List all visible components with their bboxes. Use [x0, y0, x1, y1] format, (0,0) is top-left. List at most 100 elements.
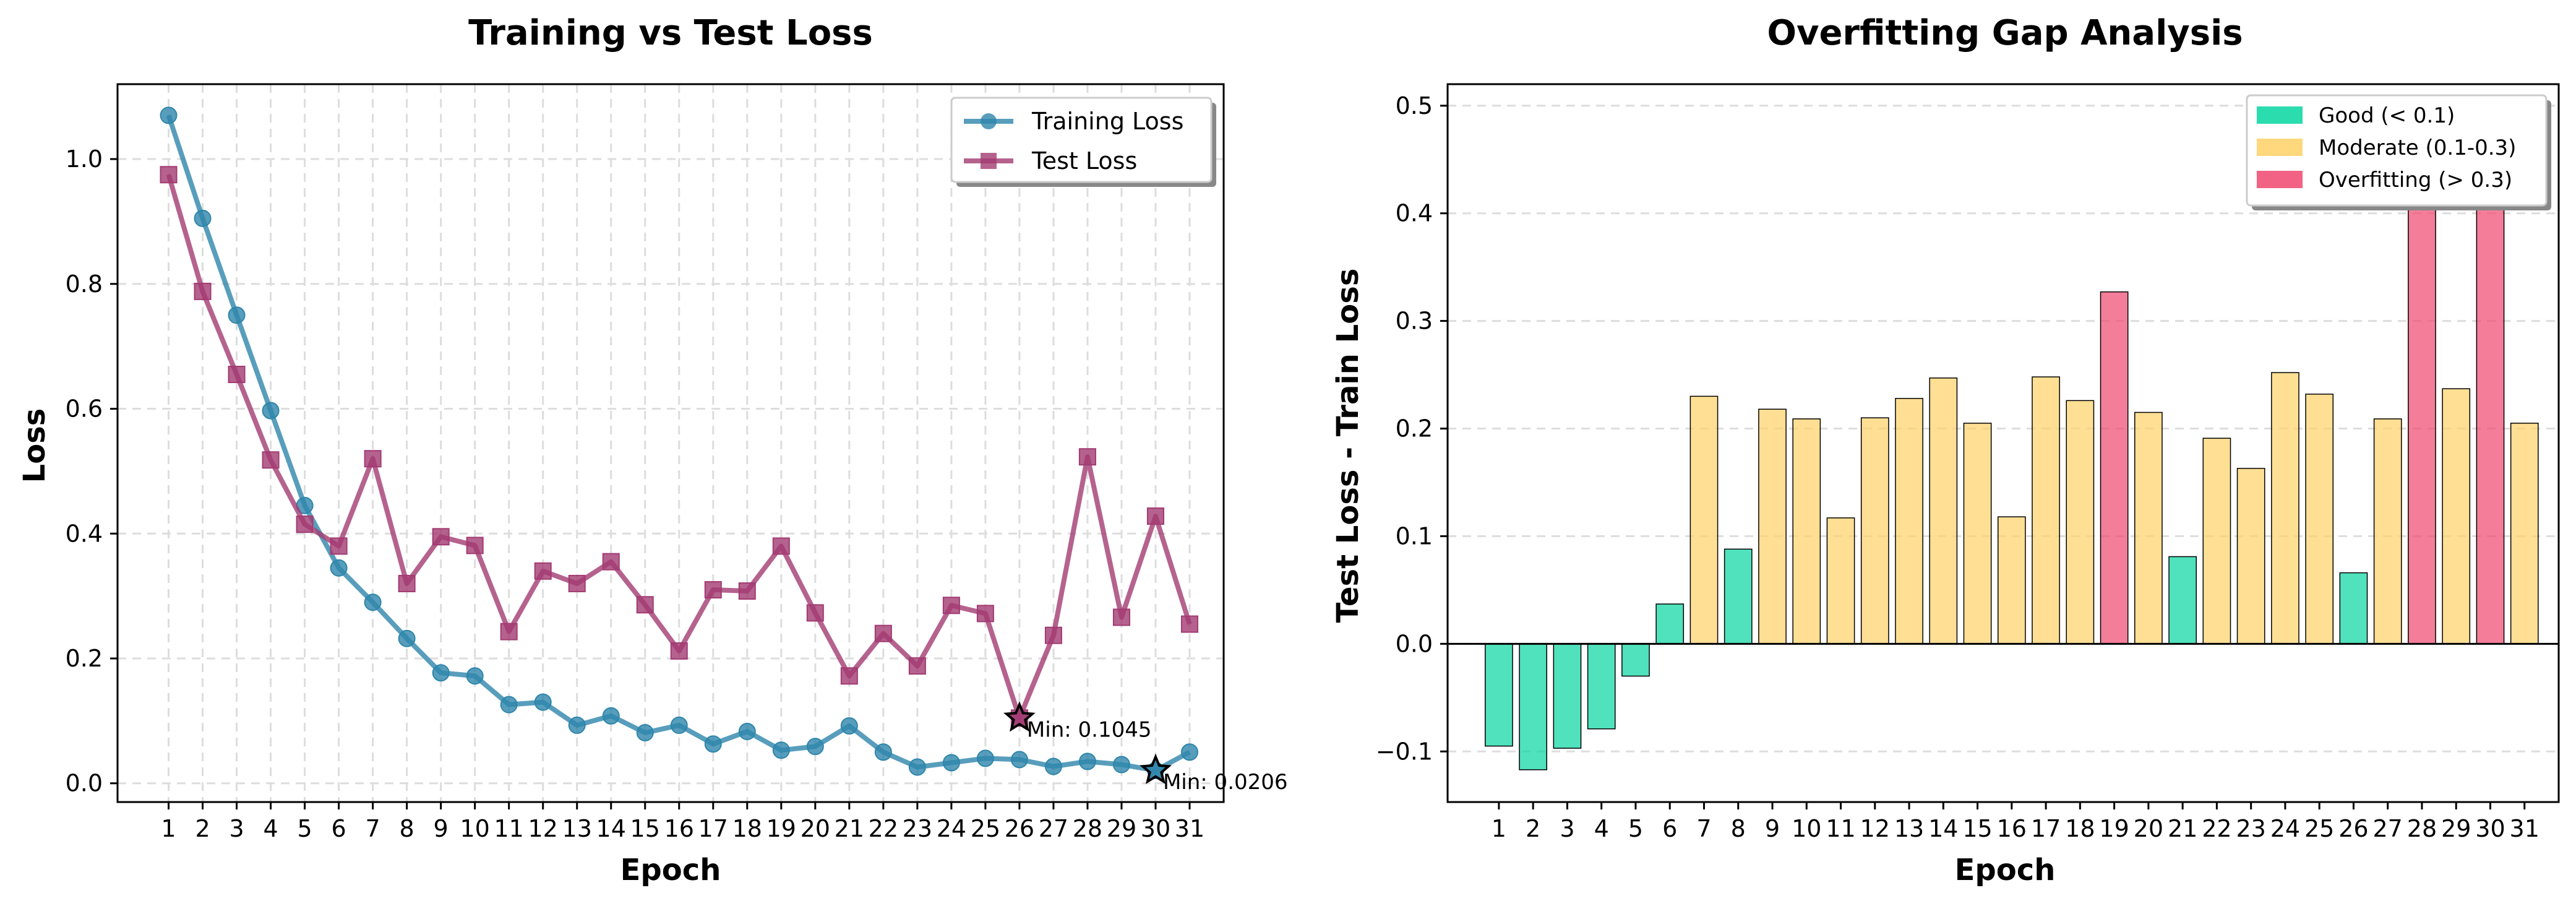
x-tick-label: 6	[332, 815, 346, 842]
test-loss-point	[942, 597, 960, 615]
gap-bar	[2442, 388, 2471, 645]
x-axis-label: Epoch	[1955, 853, 2056, 887]
test-loss-point	[908, 657, 926, 675]
x-tick-label: 16	[1997, 815, 2027, 842]
gap-bar	[1519, 643, 1548, 770]
legend-swatch	[2257, 171, 2303, 188]
gap-bar	[2305, 394, 2334, 645]
test-loss-point	[1078, 448, 1096, 466]
bars	[1485, 118, 2539, 770]
x-tick-label: 3	[229, 815, 244, 842]
legend-label: Overfitting (> 0.3)	[2319, 168, 2512, 192]
x-tick-label: 26	[1005, 815, 1034, 842]
training-loss-point	[704, 735, 722, 753]
y-tick-label: 0.0	[66, 770, 103, 797]
gap-bar	[1860, 417, 1889, 645]
test-loss-point	[364, 450, 382, 468]
x-tick-label: 4	[1594, 815, 1609, 842]
chart-title: Training vs Test Loss	[468, 13, 873, 53]
legend-label: Moderate (0.1-0.3)	[2319, 136, 2516, 160]
test-loss-point	[466, 537, 484, 554]
x-tick-label: 5	[1628, 815, 1643, 842]
x-tick-label: 12	[1860, 815, 1890, 842]
x-tick-label: 19	[766, 815, 796, 842]
y-axis-label: Test Loss - Train Loss	[1331, 269, 1365, 623]
training-loss-point	[1044, 757, 1062, 775]
x-tick-label: 3	[1560, 815, 1574, 842]
x-tick-label: 25	[2304, 815, 2334, 842]
gap-bar	[2236, 468, 2265, 645]
y-tick-label: 0.1	[1396, 522, 1433, 550]
y-tick-label: 1.0	[66, 145, 103, 173]
test-loss-point	[738, 582, 756, 600]
y-tick-label: 0.6	[66, 395, 103, 423]
x-tick-label: 16	[664, 815, 694, 842]
x-tick-label: 2	[195, 815, 210, 842]
gap-bar	[1724, 548, 1753, 645]
test-loss-point	[160, 166, 178, 184]
y-tick-label: 0.8	[66, 270, 103, 298]
training-loss-point	[568, 716, 586, 734]
x-tick-label: 12	[528, 815, 558, 842]
gap-bar	[2510, 423, 2539, 645]
test-loss-point	[534, 562, 552, 580]
x-tick-label: 24	[937, 815, 966, 842]
x-tick-label: 8	[1731, 815, 1746, 842]
chart-title: Overfitting Gap Analysis	[1767, 13, 2243, 53]
x-tick-label: 11	[494, 815, 523, 842]
training-loss-point	[228, 306, 246, 324]
y-tick-label: −0.1	[1376, 738, 1433, 765]
test-loss-point	[874, 624, 892, 642]
test-loss-point	[1146, 507, 1164, 525]
legend-swatch	[2257, 139, 2303, 156]
min-star-marker	[1139, 753, 1172, 785]
gap-bar	[1895, 398, 1923, 645]
x-tick-label: 13	[562, 815, 592, 842]
gap-bar	[1792, 418, 1821, 645]
x-tick-label: 25	[971, 815, 1000, 842]
gap-bar	[2373, 418, 2402, 645]
gap-bar	[2339, 572, 2368, 645]
gap-bar	[1587, 643, 1616, 730]
gap-bar	[2032, 376, 2060, 645]
training-loss-point	[908, 758, 926, 776]
x-tick-label: 13	[1894, 815, 1924, 842]
x-tick-label: 9	[1765, 815, 1780, 842]
gap-bar	[1553, 643, 1582, 749]
y-tick-label: 0.4	[66, 520, 103, 547]
training-loss-point	[942, 754, 960, 772]
x-tick-label: 7	[1696, 815, 1711, 842]
training-loss-point	[330, 559, 348, 577]
x-tick-label: 15	[1962, 815, 1992, 842]
test-loss-point	[262, 451, 280, 469]
test-loss-point	[636, 596, 654, 614]
grid	[118, 84, 1224, 802]
plot-frame	[116, 83, 1225, 803]
x-tick-label: 22	[869, 815, 898, 842]
gap-bar	[1485, 643, 1513, 747]
axes: 1 2 3 4 5 6 7 8 9 10 11 12 13 14 15 16 17 18 19 20 21 22 23 24 2…	[1376, 83, 2560, 842]
test-loss-point	[432, 528, 450, 546]
gap-bar	[2168, 556, 2197, 645]
y-tick-label: 0.4	[1396, 200, 1433, 227]
x-tick-label: 29	[2441, 815, 2471, 842]
training-loss-point	[806, 738, 824, 756]
x-tick-label: 18	[2065, 815, 2095, 842]
x-tick-label: 27	[2373, 815, 2403, 842]
legend-swatch	[2257, 106, 2303, 124]
test-loss-point	[772, 537, 790, 555]
min-annotation: Min: 0.0206	[1163, 770, 1288, 795]
x-axis-label: Epoch	[620, 853, 721, 887]
x-tick-label: 7	[366, 815, 380, 842]
training-loss-point	[432, 664, 450, 682]
test-loss-point	[976, 605, 994, 623]
training-loss-point	[1010, 751, 1028, 769]
plot-frame	[1446, 83, 2560, 803]
test-loss-point	[1112, 608, 1130, 626]
gap-bar	[1758, 408, 1787, 645]
min-star-marker	[1003, 701, 1036, 732]
gap-bar	[2066, 400, 2095, 645]
test-loss-point	[704, 581, 722, 599]
training-loss-point	[1112, 756, 1130, 774]
legend-box	[950, 97, 1213, 183]
